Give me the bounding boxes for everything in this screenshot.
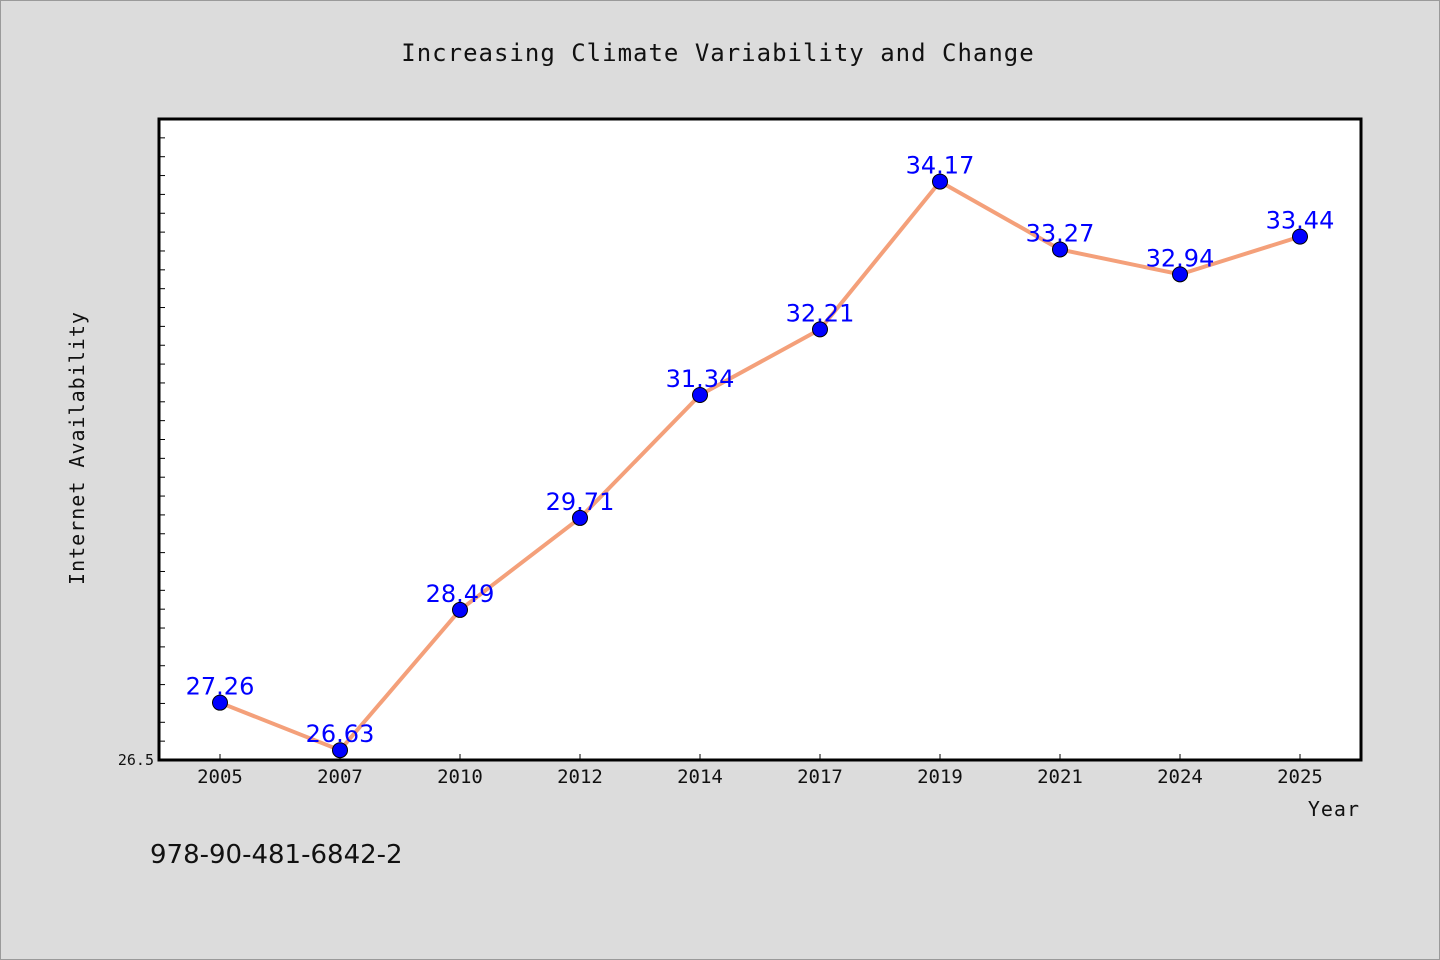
data-label: 32.94 — [1146, 244, 1215, 272]
data-point — [932, 173, 948, 190]
data-label: 33.44 — [1266, 207, 1335, 235]
data-point — [452, 601, 468, 618]
series-group: 27.26 26.63 28.49 29.71 31.34 32.21 34.17 33.27… — [186, 152, 1335, 759]
x-tick-label: 2010 — [437, 766, 483, 788]
x-tick-label: 2024 — [1157, 766, 1203, 788]
series-line — [219, 179, 1301, 753]
data-label: 27.26 — [186, 673, 255, 701]
x-tick-label: 2012 — [557, 766, 603, 788]
x-tick-label: 2014 — [677, 766, 723, 788]
data-point — [332, 742, 348, 759]
x-tick-label: 2019 — [917, 766, 963, 788]
data-label: 32.21 — [786, 299, 855, 327]
data-point — [812, 321, 828, 338]
x-axis-label: Year — [1308, 797, 1360, 821]
x-tick-label: 2007 — [317, 766, 363, 788]
data-point — [1292, 228, 1308, 245]
x-tick-label: 2025 — [1277, 766, 1323, 788]
data-label: 33.27 — [1026, 219, 1095, 247]
data-point — [1172, 266, 1188, 283]
x-tick-label: 2005 — [197, 766, 243, 788]
data-point — [212, 694, 228, 711]
x-tick-label: 2021 — [1037, 766, 1083, 788]
x-tick-label: 2017 — [797, 766, 843, 788]
isbn-text: 978-90-481-6842-2 — [150, 840, 403, 870]
y-axis-ticks: 26.5 — [118, 118, 165, 769]
y-axis-label: Internet Availability — [65, 311, 89, 585]
data-point — [692, 387, 708, 404]
data-label: 31.34 — [666, 365, 735, 393]
data-label: 29.71 — [546, 488, 615, 516]
chart-title: Increasing Climate Variability and Chang… — [401, 39, 1034, 67]
data-point — [572, 509, 588, 526]
data-point — [1052, 241, 1068, 258]
plot-area — [157, 117, 1363, 762]
data-label: 26.63 — [306, 720, 375, 748]
x-axis-ticks: 2005 2007 2010 2012 2014 2017 2019 2021 2024 2025 — [197, 754, 1323, 788]
y-tick-label: 26.5 — [118, 751, 154, 769]
data-label: 28.49 — [426, 580, 495, 608]
data-label: 34.17 — [906, 152, 975, 180]
